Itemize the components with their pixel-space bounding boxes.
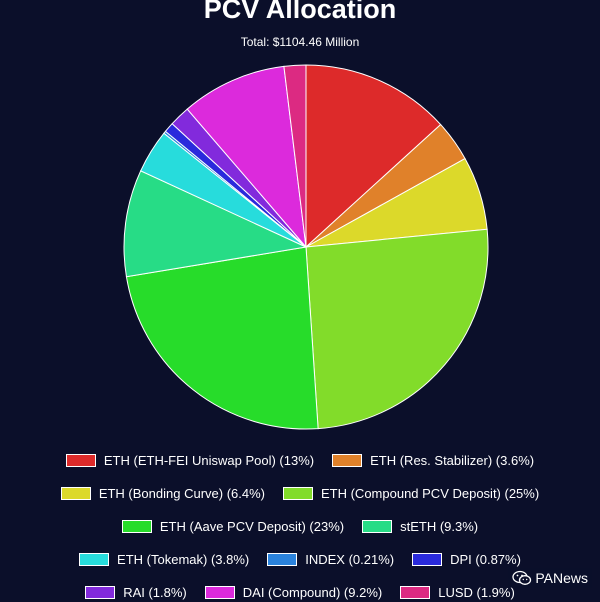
legend-swatch: [282, 487, 313, 500]
legend-item[interactable]: ETH (Compound PCV Deposit) (25%): [282, 486, 540, 501]
legend-item[interactable]: ETH (ETH-FEI Uniswap Pool) (13%): [65, 453, 315, 468]
legend-swatch: [60, 487, 91, 500]
watermark-text: PANews: [535, 570, 588, 586]
legend-label: ETH (Bonding Curve) (6.4%): [98, 486, 265, 501]
legend-swatch: [267, 553, 298, 566]
legend-row: ETH (ETH-FEI Uniswap Pool) (13%) ETH (Res…: [0, 444, 600, 477]
legend-swatch: [400, 586, 431, 599]
chart-subtitle: Total: $1104.46 Million: [240, 35, 360, 49]
legend-item[interactable]: INDEX (0.21%): [267, 552, 394, 567]
legend-label: ETH (Res. Stabilizer) (3.6%): [370, 453, 535, 468]
legend-label: INDEX (0.21%): [305, 552, 395, 567]
pie-slice-11: [283, 64, 307, 248]
chart-legend: ETH (ETH-FEI Uniswap Pool) (13%) ETH (Res…: [0, 444, 600, 602]
pie-slice-4: [125, 246, 319, 430]
legend-swatch: [79, 553, 110, 566]
legend-label: DAI (Compound) (9.2%): [242, 585, 383, 600]
legend-swatch: [85, 586, 116, 599]
pie-slice-5: [123, 170, 308, 278]
watermark: PANews: [508, 568, 592, 588]
legend-swatch: [412, 553, 443, 566]
legend-row: ETH (Tokemak) (3.8%) INDEX (0.21%) DPI (0.…: [0, 543, 600, 576]
legend-item[interactable]: ETH (Res. Stabilizer) (3.6%): [332, 453, 534, 468]
chart-title: PCV Allocation: [203, 0, 397, 24]
legend-row: RAI (1.8%) DAI (Compound) (9.2%) LUSD (1.9…: [0, 576, 600, 602]
legend-item[interactable]: stETH (9.3%): [362, 519, 478, 534]
legend-swatch: [362, 520, 393, 533]
legend-label: LUSD (1.9%): [438, 585, 515, 600]
pie-slice-3: [305, 228, 489, 430]
pie-slice-0: [305, 64, 442, 249]
legend-label: RAI (1.8%): [123, 585, 187, 600]
legend-label: ETH (Compound PCV Deposit) (25%): [320, 486, 540, 501]
legend-item[interactable]: DAI (Compound) (9.2%): [204, 585, 383, 600]
legend-swatch: [121, 520, 152, 533]
legend-item[interactable]: RAI (1.8%): [85, 585, 187, 600]
legend-item[interactable]: ETH (Tokemak) (3.8%): [79, 552, 249, 567]
pie-chart: [123, 64, 489, 430]
legend-row: ETH (Bonding Curve) (6.4%) ETH (Compound …: [0, 477, 600, 510]
legend-row: ETH (Aave PCV Deposit) (23%) stETH (9.3%): [0, 510, 600, 543]
pie-slice-10: [186, 65, 307, 249]
legend-label: DPI (0.87%): [450, 552, 521, 567]
legend-label: ETH (Aave PCV Deposit) (23%): [159, 519, 345, 534]
legend-swatch: [204, 586, 235, 599]
legend-label: ETH (ETH-FEI Uniswap Pool) (13%): [103, 453, 315, 468]
legend-label: ETH (Tokemak) (3.8%): [117, 552, 250, 567]
legend-item[interactable]: ETH (Bonding Curve) (6.4%): [60, 486, 265, 501]
legend-item[interactable]: DPI (0.87%): [412, 552, 521, 567]
legend-swatch: [332, 454, 363, 467]
legend-item[interactable]: ETH (Aave PCV Deposit) (23%): [121, 519, 345, 534]
legend-swatch: [65, 454, 96, 467]
wechat-icon: [512, 570, 532, 585]
legend-label: stETH (9.3%): [400, 519, 479, 534]
legend-item[interactable]: LUSD (1.9%): [400, 585, 515, 600]
